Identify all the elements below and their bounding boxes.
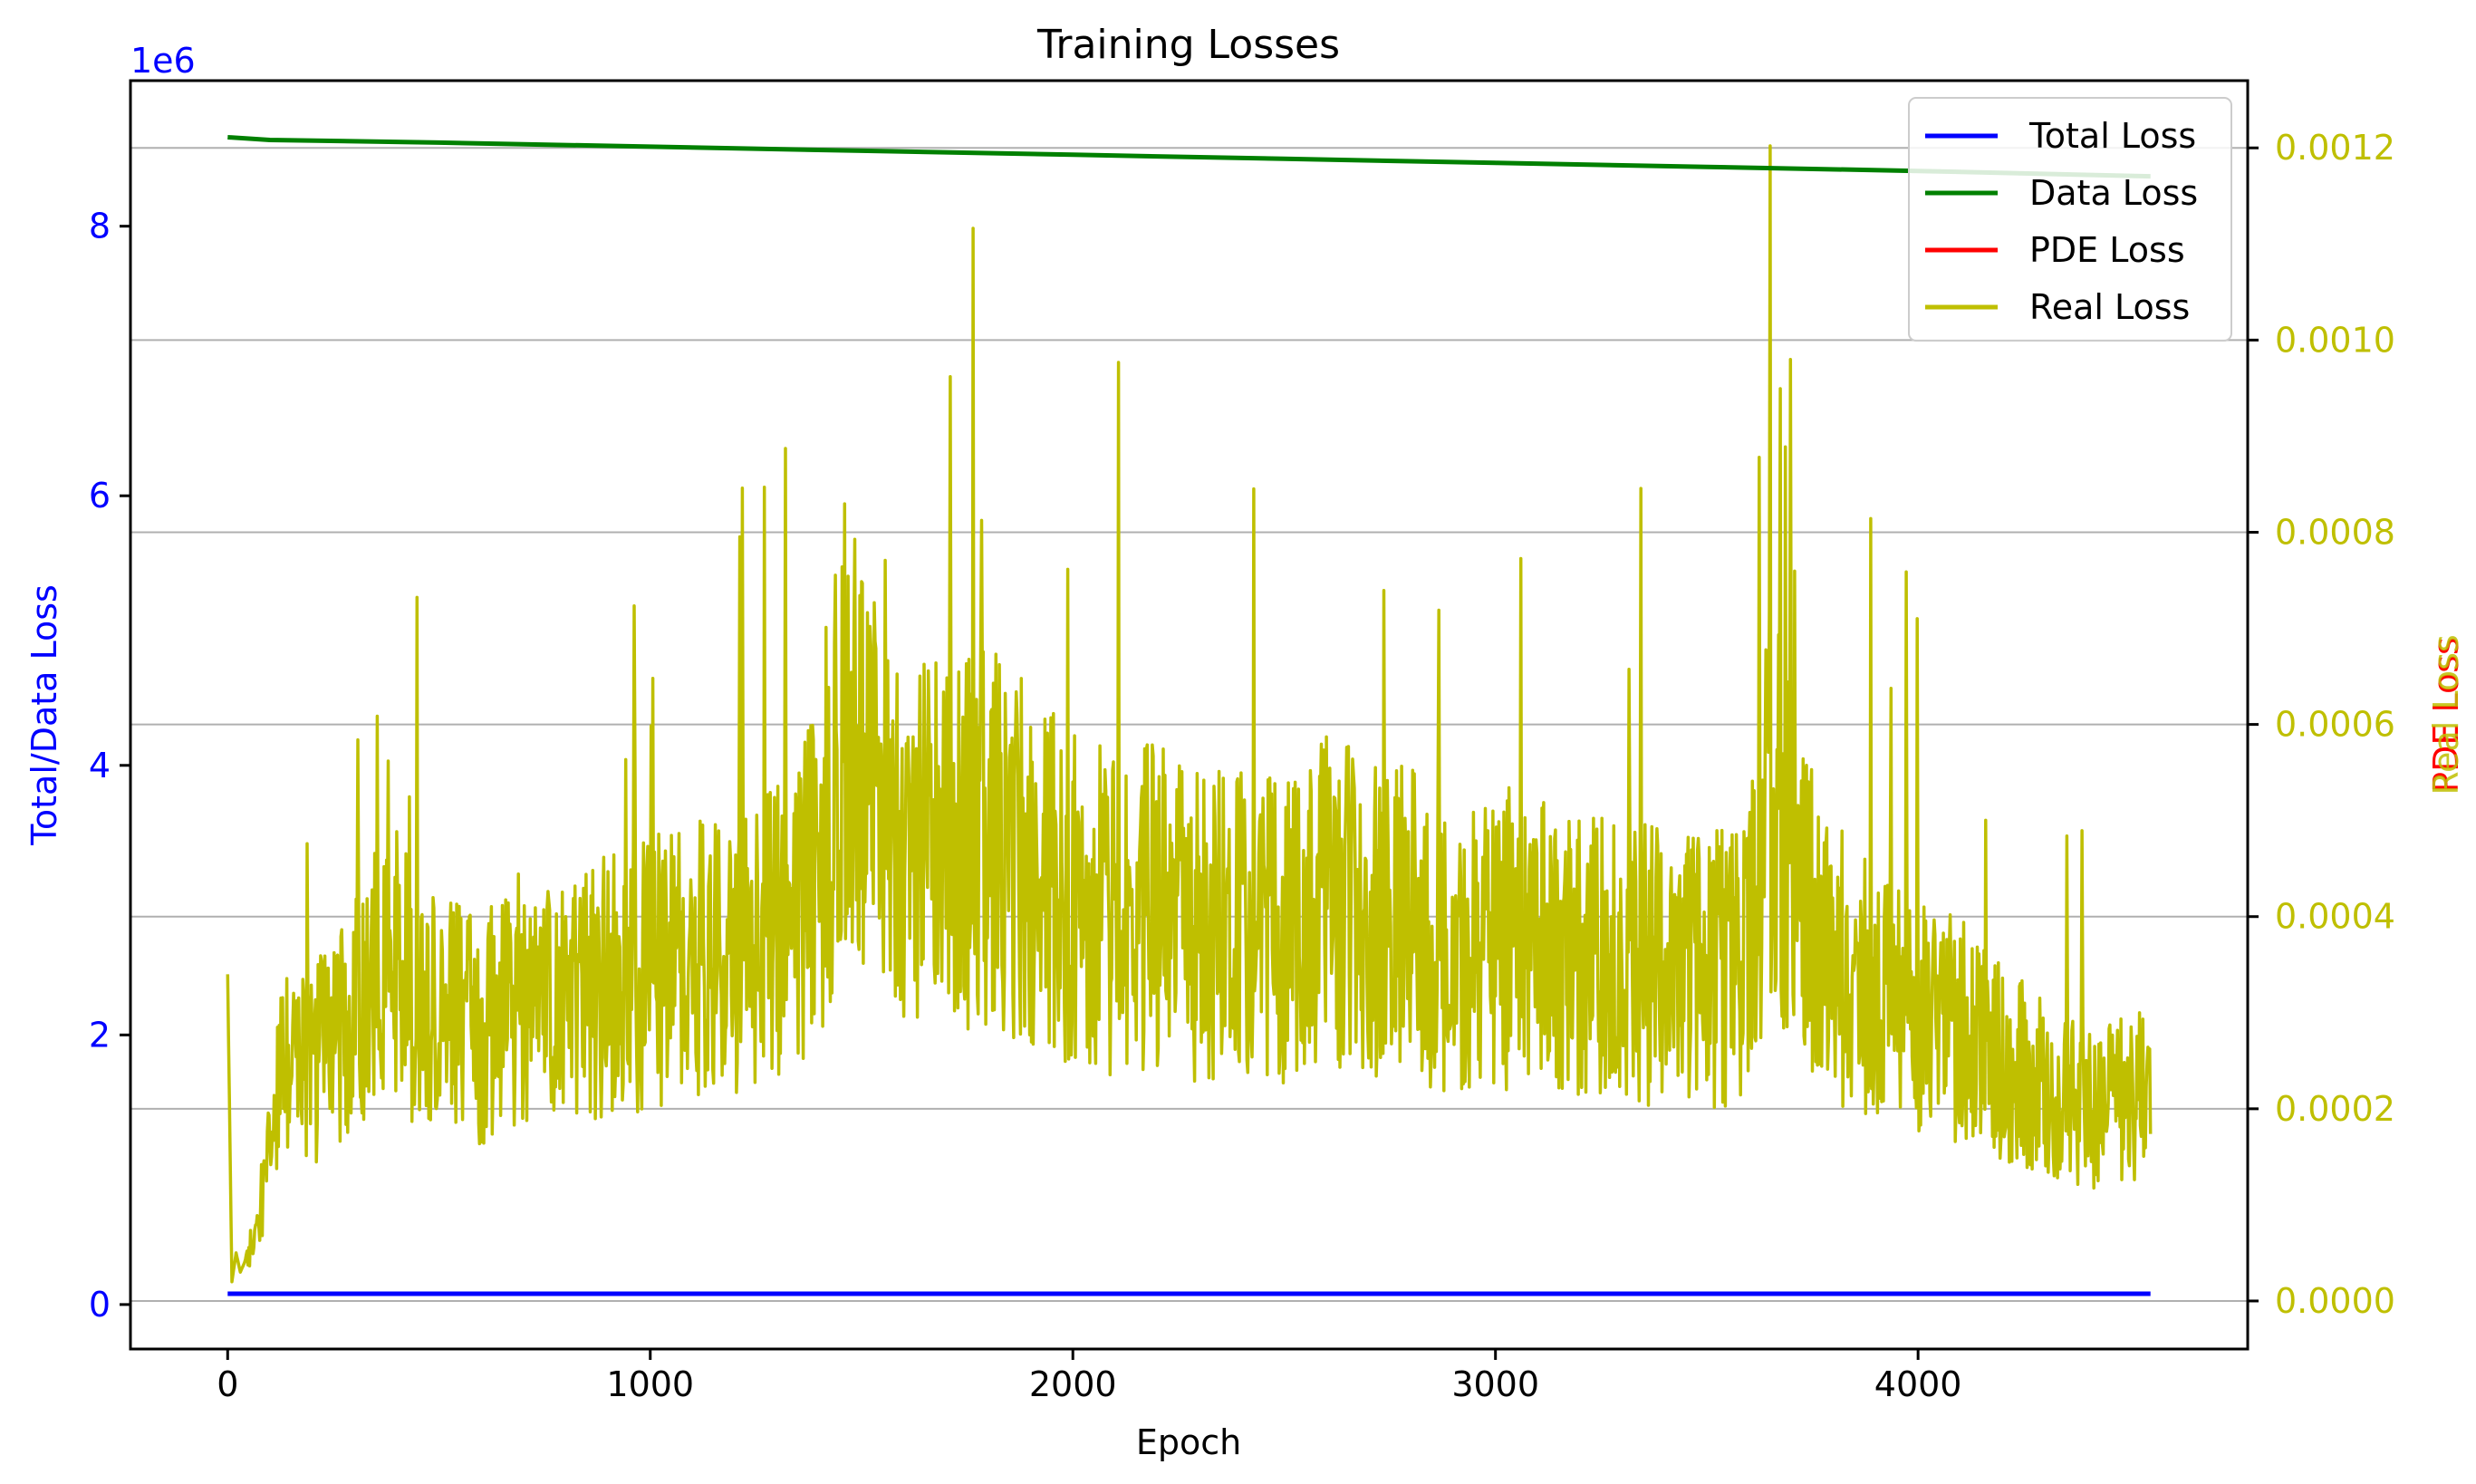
right-y-axis-label-real: Real Loss <box>2426 634 2466 795</box>
y-right-tick-label: 0.0008 <box>2275 512 2395 552</box>
left-y-axis-label: Total/Data Loss <box>24 584 64 846</box>
y-right-tick-label: 0.0004 <box>2275 897 2395 937</box>
y-right-tick-label: 0.0000 <box>2275 1281 2395 1321</box>
x-tick-label: 2000 <box>1029 1364 1117 1404</box>
y-right-tick-label: 0.0010 <box>2275 320 2395 360</box>
legend-label: Data Loss <box>2029 173 2198 213</box>
y-left-tick-label: 2 <box>89 1015 111 1055</box>
x-axis: 0 1000 2000 3000 4000 <box>217 1349 1962 1404</box>
right-y-axis: 0.0000 0.0002 0.0004 0.0006 0.0008 0.0010 0.00… <box>2248 128 2395 1321</box>
y-right-tick-label: 0.0012 <box>2275 128 2395 168</box>
series-layer <box>226 135 2153 1296</box>
legend: Total Loss Data Loss PDE Loss Real Loss <box>1908 97 2232 342</box>
y-left-tick-label: 0 <box>89 1285 111 1325</box>
legend-box <box>1908 97 2232 342</box>
y-left-tick-label: 8 <box>89 207 111 246</box>
right-y-axis-label-pde: PDE Loss <box>2426 637 2466 793</box>
series-line-data-loss <box>227 135 2151 179</box>
y-right-tick-label: 0.0002 <box>2275 1089 2395 1129</box>
x-tick-label: 0 <box>217 1364 238 1404</box>
series-line-real-loss <box>226 144 2153 1284</box>
legend-label: Total Loss <box>2028 116 2196 156</box>
left-axis-offset-label: 1e6 <box>130 41 196 81</box>
chart-title: Training Losses <box>1036 22 1340 68</box>
plot-frame <box>129 79 2250 1351</box>
y-right-tick-label: 0.0006 <box>2275 705 2395 745</box>
legend-label: Real Loss <box>2029 287 2190 327</box>
y-left-tick-label: 4 <box>89 746 111 785</box>
x-axis-label: Epoch <box>1136 1422 1241 1462</box>
y-left-tick-label: 6 <box>89 476 111 516</box>
legend-label: PDE Loss <box>2029 230 2185 270</box>
x-tick-label: 3000 <box>1451 1364 1539 1404</box>
left-y-axis: 0 2 4 6 8 <box>89 207 130 1325</box>
x-tick-label: 4000 <box>1874 1364 1962 1404</box>
x-tick-label: 1000 <box>606 1364 694 1404</box>
